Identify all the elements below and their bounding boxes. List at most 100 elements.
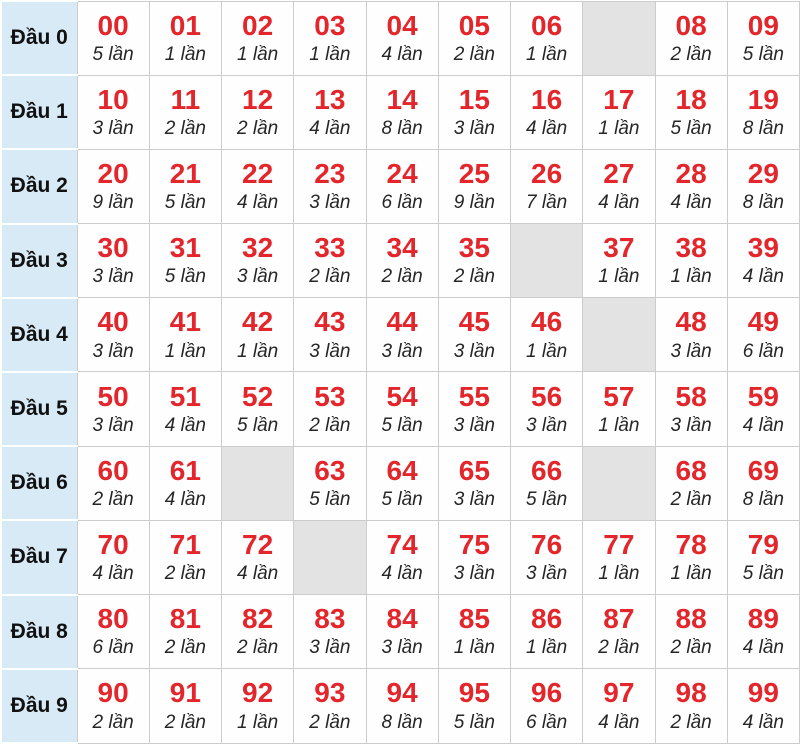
count-value: 4 lần <box>237 563 279 585</box>
count-value: 2 lần <box>381 266 423 288</box>
number-value: 20 <box>97 157 129 189</box>
number-cell: 77 1 lần <box>582 519 656 596</box>
number-cell: 10 3 lần <box>76 74 150 150</box>
count-value: 2 lần <box>670 637 712 659</box>
number-value: 04 <box>386 9 418 41</box>
count-value: 3 lần <box>309 340 351 362</box>
count-value: 1 lần <box>164 43 206 65</box>
count-value: 9 lần <box>453 192 495 214</box>
count-value: 5 lần <box>670 117 712 139</box>
number-cell: 32 3 lần <box>220 223 295 299</box>
count-value: 4 lần <box>742 637 784 659</box>
number-cell: 42 1 lần <box>220 297 295 373</box>
number-value: 57 <box>603 380 635 412</box>
count-value: 3 lần <box>381 637 423 659</box>
number-value: 53 <box>314 380 346 412</box>
empty-cell <box>293 519 367 596</box>
number-cell: 85 1 lần <box>437 593 512 670</box>
count-value: 1 lần <box>164 340 206 362</box>
number-value: 09 <box>747 9 779 41</box>
count-value: 1 lần <box>598 414 640 436</box>
number-cell: 00 5 lần <box>76 0 150 76</box>
row-label: Đầu 9 <box>0 667 78 744</box>
count-value: 3 lần <box>670 414 712 436</box>
count-value: 4 lần <box>742 266 784 288</box>
number-value: 92 <box>242 677 274 709</box>
number-cell: 79 5 lần <box>726 519 800 596</box>
number-cell: 70 4 lần <box>76 519 150 596</box>
number-value: 22 <box>242 157 274 189</box>
count-value: 2 lần <box>237 117 279 139</box>
number-value: 02 <box>242 9 274 41</box>
table-row: Đầu 3 30 3 lần 31 5 lần 32 3 lần 33 2 lần 34 2 lần… <box>0 222 800 299</box>
number-value: 86 <box>531 603 563 635</box>
count-value: 2 lần <box>164 117 206 139</box>
number-value: 35 <box>458 232 490 264</box>
count-value: 5 lần <box>92 43 134 65</box>
number-value: 43 <box>314 306 346 338</box>
table-row: Đầu 4 40 3 lần 41 1 lần 42 1 lần 43 3 lần 44 3 lần… <box>0 296 800 373</box>
number-value: 83 <box>314 603 346 635</box>
number-value: 60 <box>97 454 129 486</box>
count-value: 4 lần <box>670 192 712 214</box>
count-value: 5 lần <box>453 711 495 733</box>
number-cell: 44 3 lần <box>365 297 439 373</box>
number-cell: 01 1 lần <box>148 0 223 76</box>
number-value: 63 <box>314 454 346 486</box>
number-value: 95 <box>458 677 490 709</box>
number-cell: 17 1 lần <box>582 74 656 150</box>
number-value: 18 <box>675 83 707 115</box>
number-value: 88 <box>675 603 707 635</box>
count-value: 4 lần <box>742 711 784 733</box>
number-cell: 72 4 lần <box>220 519 295 596</box>
count-value: 3 lần <box>670 340 712 362</box>
count-value: 8 lần <box>381 711 423 733</box>
number-cell: 88 2 lần <box>654 593 728 670</box>
count-value: 4 lần <box>237 192 279 214</box>
count-value: 1 lần <box>598 117 640 139</box>
number-cell: 57 1 lần <box>582 371 656 447</box>
number-cell: 04 4 lần <box>365 0 439 76</box>
number-value: 26 <box>531 157 563 189</box>
number-cell: 60 2 lần <box>76 445 150 521</box>
number-value: 16 <box>531 83 563 115</box>
number-cell: 48 3 lần <box>654 297 728 373</box>
count-value: 8 lần <box>742 117 784 139</box>
count-value: 5 lần <box>164 192 206 214</box>
number-value: 17 <box>603 83 635 115</box>
number-value: 72 <box>242 528 274 560</box>
number-cell: 98 2 lần <box>654 668 728 744</box>
number-value: 33 <box>314 232 346 264</box>
number-cell: 11 2 lần <box>148 74 223 150</box>
number-value: 71 <box>169 528 201 560</box>
number-value: 51 <box>169 380 201 412</box>
number-cell: 64 5 lần <box>365 445 439 521</box>
number-value: 42 <box>242 306 274 338</box>
number-cell: 55 3 lần <box>437 371 512 447</box>
count-value: 4 lần <box>381 563 423 585</box>
number-value: 59 <box>747 380 779 412</box>
count-value: 5 lần <box>381 488 423 510</box>
row-label: Đầu 4 <box>0 296 78 373</box>
number-value: 68 <box>675 454 707 486</box>
number-cell: 75 3 lần <box>437 519 512 596</box>
number-cell: 24 6 lần <box>365 148 439 225</box>
row-label: Đầu 1 <box>0 74 78 151</box>
number-value: 40 <box>97 306 129 338</box>
count-value: 2 lần <box>453 266 495 288</box>
count-value: 3 lần <box>453 414 495 436</box>
number-cell: 05 2 lần <box>437 0 512 76</box>
number-value: 90 <box>97 677 129 709</box>
number-value: 78 <box>675 528 707 560</box>
number-value: 14 <box>386 83 418 115</box>
number-cell: 74 4 lần <box>365 519 439 596</box>
count-value: 6 lần <box>92 637 134 659</box>
count-value: 5 lần <box>526 488 568 510</box>
row-label: Đầu 5 <box>0 370 78 448</box>
count-value: 4 lần <box>164 488 206 510</box>
count-value: 2 lần <box>309 414 351 436</box>
count-value: 3 lần <box>92 340 134 362</box>
count-value: 5 lần <box>309 488 351 510</box>
count-value: 1 lần <box>670 563 712 585</box>
number-value: 05 <box>458 9 490 41</box>
